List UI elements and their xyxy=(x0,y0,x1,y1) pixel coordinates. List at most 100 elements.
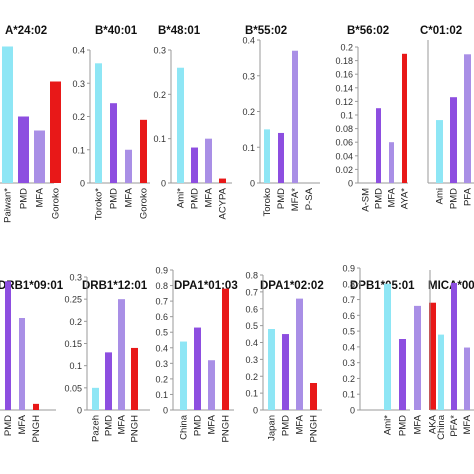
y-tick-label: 0.2 xyxy=(72,112,85,122)
x-tick-label: PMD xyxy=(109,188,120,209)
chart-panel-9: DPA1*01:03 0 0.1 0.2 0.3 0.4 0.5 0.6 0.7 0.8 0.9 Ch… xyxy=(155,266,237,443)
chart-title: A*24:02 xyxy=(5,25,47,37)
bar-pmd xyxy=(278,132,284,183)
bar-pmd xyxy=(450,97,457,183)
bar-toroko- xyxy=(95,63,102,183)
x-tick-label: Ami xyxy=(435,188,446,204)
chart-panel-1: A*24:02 Paiwan* PMD MFA Goroko xyxy=(0,25,62,223)
x-tick-label: PNGH xyxy=(309,415,320,443)
y-tick-label: 0.2 xyxy=(340,43,353,53)
x-tick-label: ACYPA xyxy=(218,187,229,219)
chart-panel-12: MICA*00ChinaPFA*MFA xyxy=(428,270,474,440)
y-tick-label: 0.15 xyxy=(64,339,82,349)
bar-ami- xyxy=(384,283,391,410)
chart-title: B*48:01 xyxy=(158,25,201,37)
y-tick-label: 0 xyxy=(77,406,82,416)
bar-pmd xyxy=(5,281,11,410)
chart-title: DPA1*02:02 xyxy=(260,280,324,292)
y-tick-label: 0.5 xyxy=(155,328,168,338)
x-tick-label: PMD xyxy=(449,188,460,209)
bar-japan xyxy=(268,329,275,410)
chart-title: DPA1*01:03 xyxy=(174,280,238,292)
x-tick-label: A-SM xyxy=(361,188,372,212)
y-tick-label: 0.3 xyxy=(342,358,355,368)
y-tick-label: 0.8 xyxy=(155,281,168,291)
y-tick-label: 0.6 xyxy=(245,304,258,314)
y-tick-label: 0.3 xyxy=(153,46,166,56)
bar-mfa xyxy=(19,318,25,410)
x-tick-label: Goroko xyxy=(139,188,150,219)
y-tick-label: 0.3 xyxy=(72,79,85,89)
x-tick-label: MFA xyxy=(17,414,28,434)
y-tick-label: 0 xyxy=(348,179,353,189)
chart-panel-3: B*48:01 0 0.1 0.2 0.3 Ami* PMD MFA ACYPA xyxy=(153,25,232,220)
y-tick-label: 0.1 xyxy=(340,111,353,121)
bar-ami xyxy=(436,120,443,183)
x-tick-label: PNGH xyxy=(130,415,141,443)
y-tick-label: 0.9 xyxy=(342,264,355,274)
y-tick-label: 0.8 xyxy=(342,279,355,289)
x-tick-label: Pazeh xyxy=(91,415,102,442)
x-tick-label: PMD xyxy=(276,188,287,209)
bar-pmd xyxy=(194,327,201,410)
x-tick-label: PFA xyxy=(463,187,474,206)
x-tick-label: MFA xyxy=(295,414,306,434)
y-tick-label: 0.2 xyxy=(245,372,258,382)
chart-panel-5: B*56:02 0 0.02 0.04 0.06 0.08 0.1 0.12 0.14 0.16 0… xyxy=(335,25,410,212)
chart-title: DRB1*09:01 xyxy=(0,280,64,292)
bar-acypa xyxy=(219,178,226,183)
bar-paiwan- xyxy=(2,46,13,183)
x-tick-label: PMD xyxy=(193,415,204,436)
y-tick-label: 0.6 xyxy=(342,311,355,321)
x-tick-label: Paiwan* xyxy=(3,188,14,223)
y-tick-label: 0.1 xyxy=(69,361,82,371)
bar-mfa xyxy=(208,360,215,410)
x-tick-label: MFA xyxy=(207,414,218,434)
chart-panel-11: DPB1*05:01 0 0.1 0.2 0.3 0.4 0.5 0.6 0.7 0.8 0.9 Am… xyxy=(342,264,438,437)
bar-mfa xyxy=(296,298,303,410)
y-tick-label: 0.2 xyxy=(155,374,168,384)
y-tick-label: 0.16 xyxy=(335,70,353,80)
bar-pfa xyxy=(464,54,471,183)
x-tick-label: MFA xyxy=(204,187,215,207)
y-tick-label: 0.8 xyxy=(245,271,258,281)
bar-pngh xyxy=(222,288,229,410)
y-tick-label: 0 xyxy=(161,179,166,189)
y-tick-label: 0.02 xyxy=(335,165,353,175)
bar-pmd xyxy=(399,339,406,410)
bar-pngh xyxy=(131,347,138,410)
y-tick-label: 0 xyxy=(253,406,258,416)
y-tick-label: 0.5 xyxy=(245,321,258,331)
bar-pfa- xyxy=(451,282,457,410)
chart-title: B*56:02 xyxy=(347,25,389,37)
x-tick-label: Ami* xyxy=(383,415,394,435)
x-tick-label: PFA* xyxy=(449,415,460,437)
bar-pmd xyxy=(18,116,29,183)
y-tick-label: 0.2 xyxy=(242,107,255,117)
bar-pmd xyxy=(191,147,198,183)
y-tick-label: 0.14 xyxy=(335,83,353,93)
x-tick-label: Japan xyxy=(267,415,278,441)
bar-pmd xyxy=(105,352,112,410)
bar-mfa xyxy=(118,299,125,410)
y-tick-label: 0.1 xyxy=(242,143,255,153)
y-tick-label: 0.3 xyxy=(245,355,258,365)
bar-goroko xyxy=(50,81,61,183)
x-tick-label: PMD xyxy=(3,415,14,436)
x-tick-label: MFA xyxy=(117,414,128,434)
x-tick-label: Ami* xyxy=(176,188,187,208)
y-tick-label: 0.3 xyxy=(155,359,168,369)
y-tick-label: 0.18 xyxy=(335,56,353,66)
bar-toroko xyxy=(264,129,270,183)
bar-mfa xyxy=(205,138,212,183)
y-tick-label: 0 xyxy=(250,179,255,189)
y-tick-label: 0.4 xyxy=(242,36,255,46)
x-tick-label: Toroko* xyxy=(94,188,105,221)
chart-panel-4: B*55:02 0 0.1 0.2 0.3 0.4 Toroko PMD MFA* P-SA xyxy=(242,25,320,217)
x-tick-label: PMD xyxy=(104,415,115,436)
y-tick-label: 0.1 xyxy=(245,389,258,399)
y-tick-label: 0.06 xyxy=(335,138,353,148)
y-tick-label: 0.6 xyxy=(155,312,168,322)
chart-panel-7: DRB1*09:01PazehPMDMFAPNGH xyxy=(0,280,64,442)
